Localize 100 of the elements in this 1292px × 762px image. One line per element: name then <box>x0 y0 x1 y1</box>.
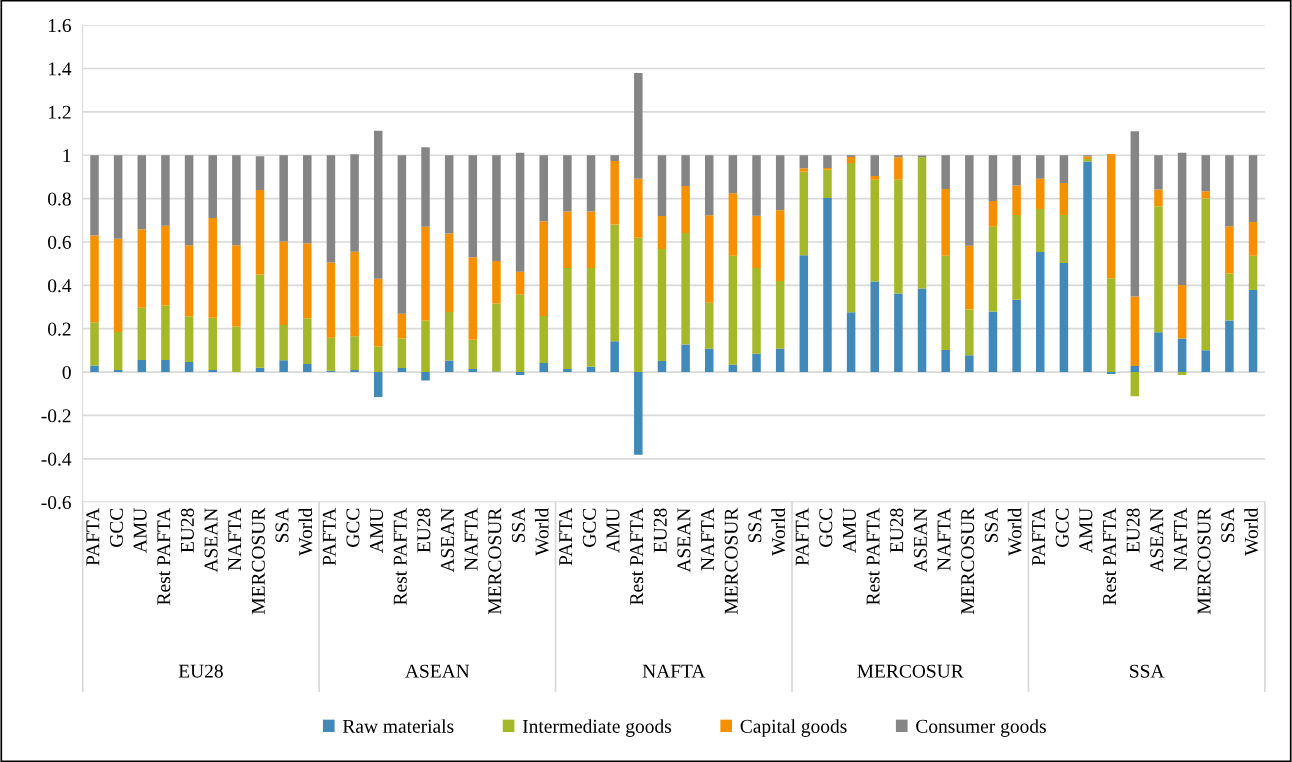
text: ASEAN <box>405 664 470 678</box>
bar <box>444 233 454 312</box>
bar <box>373 346 383 373</box>
bar <box>1106 278 1116 373</box>
bar <box>894 293 903 373</box>
x-tick-label: ASEAN <box>1150 508 1164 573</box>
bar <box>870 179 879 282</box>
bar <box>1130 131 1140 297</box>
bar <box>752 267 761 354</box>
bar <box>1248 290 1258 373</box>
bar <box>870 155 879 177</box>
bar <box>657 248 667 362</box>
bar <box>255 274 265 368</box>
bar <box>1036 209 1045 252</box>
bar <box>681 344 690 373</box>
bar <box>823 155 832 169</box>
bar <box>657 215 667 249</box>
bar <box>232 326 241 373</box>
bar <box>113 238 123 332</box>
bar <box>1177 338 1187 373</box>
x-tick-label: PAFTA <box>795 507 809 566</box>
bar <box>444 155 454 234</box>
bar <box>1201 198 1211 351</box>
bar <box>728 193 738 256</box>
bar <box>1248 222 1258 256</box>
bar <box>468 369 478 373</box>
bar <box>965 355 974 373</box>
bar <box>799 168 809 172</box>
x-tick-label: World <box>771 507 786 556</box>
bar <box>563 267 572 370</box>
bar <box>515 372 525 376</box>
x-tick-label: PAFTA <box>322 507 336 566</box>
bar <box>1012 155 1021 186</box>
bar <box>90 235 99 323</box>
bar <box>917 288 927 373</box>
x-tick-label: Rest PAFTA <box>157 507 171 605</box>
x-tick-label: ASEAN <box>440 508 455 573</box>
bar <box>799 155 809 169</box>
x-tick-label: GCC <box>346 508 360 547</box>
bar <box>255 189 265 275</box>
x-tick-label: AMU <box>606 508 620 553</box>
bar <box>1201 191 1211 199</box>
x-tick-label: ASEAN <box>204 508 218 573</box>
bar <box>965 155 974 246</box>
bar <box>184 362 194 373</box>
bar <box>894 179 903 294</box>
legend-label: Consumer goods <box>916 719 1046 737</box>
y-tick-label: 0.4 <box>48 279 72 293</box>
bar <box>208 155 217 219</box>
y-tick-label: 1.6 <box>48 19 71 33</box>
bar <box>752 353 761 373</box>
bar <box>444 360 454 373</box>
bar <box>704 348 714 373</box>
bar <box>539 362 548 373</box>
bar <box>752 155 761 216</box>
bar <box>303 364 312 373</box>
text: EU28 <box>178 664 223 678</box>
bar <box>492 155 501 262</box>
bar <box>1225 155 1234 227</box>
x-tick-label: MERCOSUR <box>724 507 738 615</box>
x-tick-label: EU28 <box>653 508 667 553</box>
x-tick-label: SSA <box>511 507 525 543</box>
bar <box>421 320 430 373</box>
bar <box>657 361 667 373</box>
bar <box>539 155 548 222</box>
bar <box>397 313 407 339</box>
x-tick-label: AMU <box>842 508 856 553</box>
bar <box>279 241 288 326</box>
x-tick-label: SSA <box>1221 507 1235 543</box>
bar <box>965 245 974 310</box>
bar <box>468 257 478 340</box>
x-tick-label: PAFTA <box>559 507 573 566</box>
legend-label: Intermediate goods <box>522 719 672 737</box>
bar <box>1248 155 1258 223</box>
x-tick-label: GCC <box>1055 508 1069 547</box>
bar <box>303 318 312 365</box>
bar <box>681 186 690 234</box>
bar <box>1083 161 1092 373</box>
bar <box>468 339 478 370</box>
bar <box>988 155 998 201</box>
bar <box>539 221 548 316</box>
bar <box>1059 182 1069 216</box>
bar <box>373 372 383 397</box>
bar <box>634 73 643 179</box>
bar <box>208 317 217 370</box>
bar <box>988 311 998 373</box>
bar <box>539 315 548 363</box>
y-tick-label: 0 <box>62 365 71 379</box>
x-tick-label: GCC <box>819 508 833 547</box>
bar <box>775 348 785 373</box>
bar <box>373 278 383 347</box>
bar <box>137 307 147 360</box>
bar <box>1012 185 1021 216</box>
bar <box>634 372 643 455</box>
bar <box>184 155 194 246</box>
bar <box>1154 189 1163 207</box>
x-tick-label: NAFTA <box>1173 507 1187 571</box>
bar <box>184 316 194 363</box>
bar <box>326 337 336 371</box>
bar <box>1012 299 1021 373</box>
